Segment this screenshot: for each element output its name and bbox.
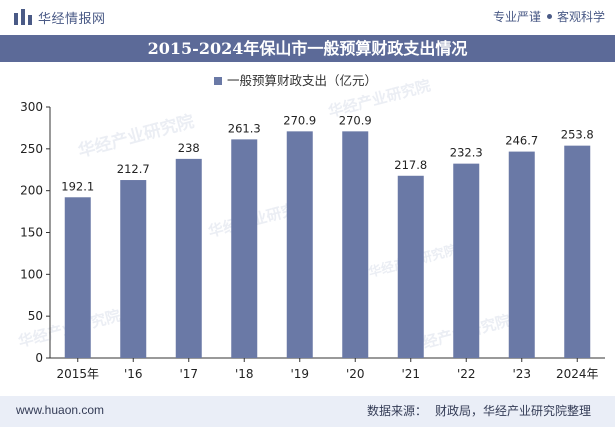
x-tick-label: 2024年: [556, 367, 599, 381]
bar: [342, 131, 369, 358]
x-tick-label: '17: [179, 367, 198, 381]
bar: [564, 145, 591, 358]
tagline-left: 专业严谨: [492, 10, 541, 24]
brand-name: 华经情报网: [38, 12, 106, 27]
top-bar: 华经情报网 专业严谨 客观科学: [0, 0, 615, 34]
bar: [175, 158, 202, 358]
bar: [453, 163, 480, 358]
y-tick-label: 50: [28, 309, 43, 323]
data-label: 253.8: [561, 128, 594, 142]
x-tick-label: '22: [457, 367, 476, 381]
bar-chart-logo-icon: [14, 9, 32, 25]
x-tick-label: '18: [235, 367, 254, 381]
data-label: 270.9: [339, 113, 372, 127]
footer-source: 数据来源： 财政局，华经产业研究院整理: [367, 402, 599, 419]
bar: [120, 180, 147, 358]
data-label: 246.7: [505, 134, 538, 148]
source-text: 财政局，华经产业研究院整理: [434, 404, 591, 418]
x-tick-label: 2015年: [56, 367, 99, 381]
y-tick-label: 200: [20, 184, 43, 198]
data-label: 238: [178, 141, 200, 155]
bar-chart: 华经产业研究院华经产业研究院华经产业研究院华经产业研究院华经产业研究院华经产业研…: [16, 73, 605, 381]
bar: [64, 197, 91, 358]
bar: [397, 175, 424, 358]
data-label: 232.3: [450, 146, 483, 160]
chart-axes: 0 50 100 150 200 250 300 2015年 '16 '17 '18 '19 '20 '2…: [20, 100, 605, 381]
y-tick-label: 300: [20, 100, 43, 114]
legend-label: 一般预算财政支出（亿元）: [227, 73, 377, 88]
x-tick-label: '20: [346, 367, 365, 381]
title-bar: 2015-2024年保山市一般预算财政支出情况: [0, 35, 615, 62]
source-label: 数据来源：: [366, 404, 427, 418]
footer-site: www.huaon.com: [16, 403, 105, 417]
bar: [286, 131, 313, 358]
tagline: 专业严谨 客观科学: [493, 8, 605, 25]
chart-title: 2015-2024年保山市一般预算财政支出情况: [147, 39, 468, 58]
y-tick-label: 250: [20, 142, 43, 156]
tagline-right: 客观科学: [556, 10, 605, 24]
x-tick-label: '23: [512, 367, 531, 381]
legend-swatch: [214, 77, 222, 85]
x-tick-label: '19: [290, 367, 309, 381]
bar: [508, 151, 535, 358]
data-label: 212.7: [117, 162, 150, 176]
chart-bars: [64, 131, 591, 358]
y-tick-label: 100: [20, 267, 43, 281]
data-label: 192.1: [61, 179, 94, 193]
watermark-layer: 华经产业研究院华经产业研究院华经产业研究院华经产业研究院华经产业研究院华经产业研…: [16, 76, 512, 356]
y-tick-label: 150: [20, 226, 43, 240]
data-label: 261.3: [228, 121, 261, 135]
chart-data-labels: 192.1 212.7 238 261.3 270.9 270.9 217.8 232.3 24…: [61, 113, 593, 193]
y-tick-label: 0: [35, 351, 43, 365]
chart-legend: 一般预算财政支出（亿元）: [214, 73, 377, 88]
x-tick-label: '16: [124, 367, 143, 381]
bar: [231, 139, 258, 358]
x-tick-label: '21: [401, 367, 420, 381]
footer-bar: www.huaon.com 数据来源： 财政局，华经产业研究院整理: [0, 396, 615, 427]
data-label: 217.8: [394, 158, 427, 172]
data-label: 270.9: [283, 113, 316, 127]
separator-dot: [546, 14, 552, 19]
